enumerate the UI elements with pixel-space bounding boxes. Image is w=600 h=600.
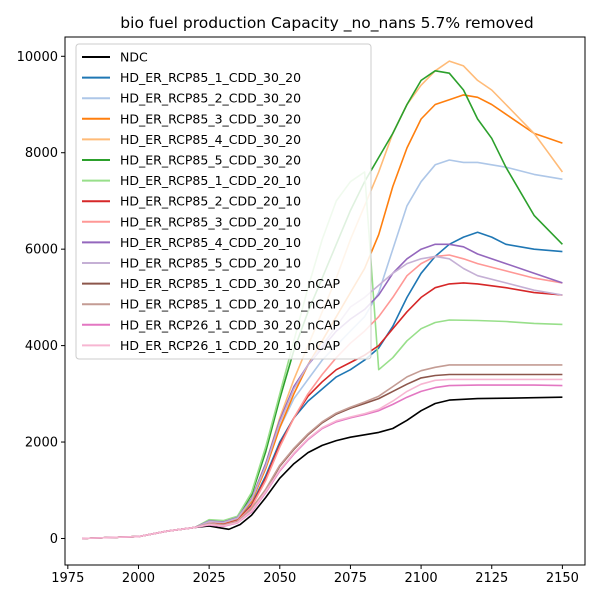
y-tick-label: 2000 [25, 436, 58, 451]
legend-label-3: HD_ER_RCP85_2_CDD_30_20 [120, 91, 301, 106]
legend-label-14: HD_ER_RCP26_1_CDD_30_20_nCAP [120, 317, 341, 332]
axes-layer: 1975 2000 2025 2050 2075 2100 2125 2150 0 2000 400… [17, 36, 586, 586]
x-tick-label: 2100 [405, 571, 438, 586]
y-tick-label: 4000 [25, 339, 58, 354]
legend-label-13: HD_ER_RCP85_1_CDD_20_10_nCAP [120, 297, 341, 312]
legend-label-8: HD_ER_RCP85_2_CDD_20_10 [120, 194, 301, 209]
x-tick-label: 2050 [263, 571, 296, 586]
y-tick-label: 6000 [25, 243, 58, 258]
y-tick-label: 0 [50, 532, 58, 547]
legend-label-5: HD_ER_RCP85_4_CDD_30_20 [120, 132, 301, 147]
y-tick-label: 8000 [25, 146, 58, 161]
chart-title: bio fuel production Capacity _no_nans 5.… [120, 14, 533, 33]
legend-box [75, 43, 372, 360]
legend-label-9: HD_ER_RCP85_3_CDD_20_10 [120, 214, 301, 229]
series-line-15 [81, 378, 563, 540]
x-tick-label: 2000 [122, 571, 155, 586]
legend-label-10: HD_ER_RCP85_4_CDD_20_10 [120, 235, 301, 250]
legend-label-12: HD_ER_RCP85_1_CDD_30_20_nCAP [120, 276, 341, 291]
legend-label-1: NDC [120, 50, 148, 65]
legend-label-6: HD_ER_RCP85_5_CDD_30_20 [120, 153, 301, 168]
y-tick-label: 10000 [17, 50, 58, 65]
x-tick-label: 2075 [334, 571, 367, 586]
legend-label-4: HD_ER_RCP85_3_CDD_30_20 [120, 111, 301, 126]
plot-frame [64, 36, 586, 566]
legend-label-15: HD_ER_RCP26_1_CDD_20_10_nCAP [120, 338, 341, 353]
legend-label-2: HD_ER_RCP85_1_CDD_30_20 [120, 70, 301, 85]
x-tick-label: 1975 [51, 571, 84, 586]
legend-label-11: HD_ER_RCP85_5_CDD_20_10 [120, 256, 301, 271]
x-tick-label: 2025 [193, 571, 226, 586]
x-tick-label: 2125 [475, 571, 508, 586]
legend: NDC HD_ER_RCP85_1_CDD_30_20 HD_ER_RCP85_2_… [75, 43, 372, 360]
legend-label-7: HD_ER_RCP85_1_CDD_20_10 [120, 173, 301, 188]
x-tick-label: 2150 [546, 571, 579, 586]
